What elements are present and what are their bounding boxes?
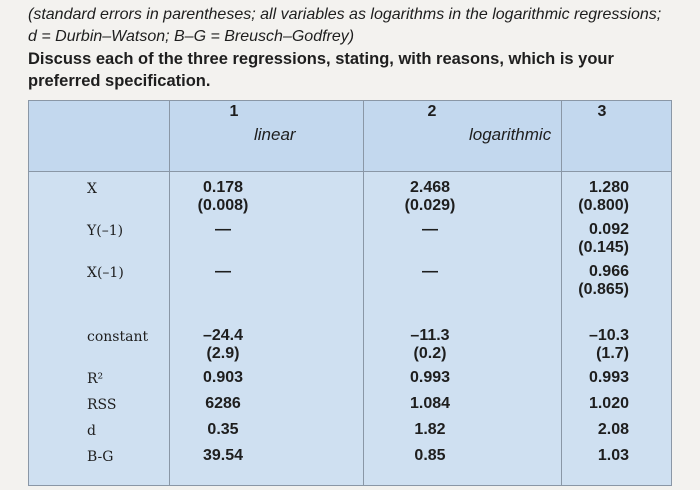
cell-text: (0.145) [578,239,629,256]
cell-text: 2.08 [597,421,629,438]
cell-text: (0.2) [413,345,447,362]
row-label: d [87,423,96,439]
question: Discuss each of the three regressions, s… [28,50,614,68]
column-rule [169,101,170,485]
cell-text: 0.092 [588,221,629,238]
cell-text: 0.966 [588,263,629,280]
cell-text: 1.280 [588,179,629,196]
cell-text: 1.82 [414,421,446,438]
cell-text: (0.865) [578,281,629,298]
cell-text: –10.3 [588,327,629,344]
cell-text: (0.800) [578,197,629,214]
row-label: Y(–1) [87,223,124,239]
cell-text: 0.903 [202,369,244,386]
intro-line: (standard errors in parentheses; all var… [28,6,662,23]
row-label: X(–1) [87,265,124,281]
cell-text: 0.993 [409,369,451,386]
cell-text: 0.85 [414,447,446,464]
cell-text: — [422,263,438,280]
results-table: 1 2 3 linear logarithmic X 0.178 (0.008) 2.468 (0… [28,100,672,486]
row-label: constant [87,329,149,345]
question: preferred specification. [28,72,211,90]
column-label: logarithmic [469,125,552,144]
cell-text: 0.993 [588,369,629,386]
column-rule [561,101,562,485]
cell-text: 1.084 [409,395,451,412]
cell-text: (0.029) [404,197,456,214]
cell-text: — [422,221,438,238]
cell-text: 1.020 [588,395,629,412]
row-label: X [87,181,97,197]
cell-text: –11.3 [410,327,450,344]
cell-text: — [215,263,231,280]
cell-text: (0.008) [197,197,249,214]
cell-text: 6286 [205,395,241,412]
row-label: R² [87,371,104,387]
row-label: B-G [87,449,114,465]
cell-text: (1.7) [596,345,629,362]
cell-text: –24.4 [202,327,244,344]
cell-text: 0.178 [202,179,244,196]
cell-text: 0.35 [207,421,239,438]
row-label: RSS [87,397,117,413]
table-header [29,101,671,172]
column-number: 2 [427,103,437,120]
cell-text: 39.54 [202,447,244,464]
cell-text: — [215,221,231,238]
cell-text: (2.9) [206,345,240,362]
column-rule [363,101,364,485]
column-label: linear [254,125,296,144]
column-number: 1 [229,103,239,120]
cell-text: 1.03 [597,447,629,464]
intro-line: d = Durbin–Watson; B–G = Breusch–Godfrey… [28,28,355,45]
column-number: 3 [597,103,607,120]
cell-text: 2.468 [409,179,451,196]
